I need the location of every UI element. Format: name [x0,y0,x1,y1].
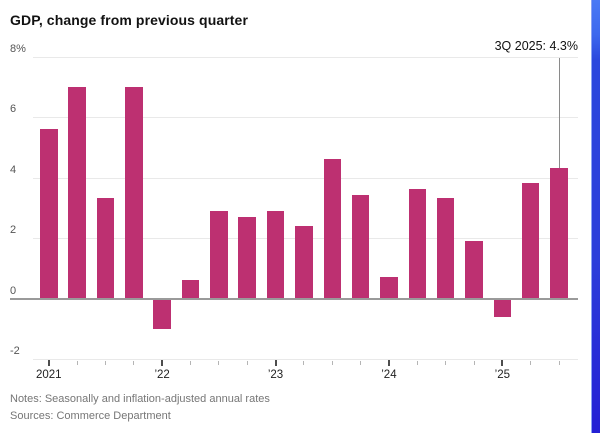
quarter-tick [445,360,447,365]
quarter-tick [190,360,191,365]
quarter-tick [303,360,305,365]
gridline [33,177,578,179]
y-tick-label: -2 [10,345,20,357]
year-label: ’23 [267,369,284,381]
bar-3q-2022 [210,210,228,299]
bar-1q-2024 [380,276,398,299]
bar-4q-2023 [351,195,370,299]
annotation-label: 3Q 2025: 4.3% [494,39,578,53]
gridline [33,359,578,360]
quarter-tick [558,360,560,365]
y-tick-label: 8% [10,43,26,55]
bar-2q-2025 [521,183,540,299]
y-tick-label: 6 [10,103,17,116]
year-tick [274,360,277,366]
year-tick [387,360,390,366]
quarter-tick [360,360,362,365]
quarter-tick [76,360,78,365]
quarter-tick [246,360,248,365]
bar-4q-2024 [465,240,483,299]
bar-1q-2022 [153,299,171,329]
y-tick-label: 0 [10,284,17,297]
bar-1q-2025 [493,299,512,317]
year-label: ’25 [494,369,511,381]
zero-baseline [10,297,578,300]
bar-2q-2023 [295,225,313,299]
gridline [33,117,578,119]
quarter-tick [331,360,333,365]
quarter-tick [133,360,135,365]
annotation-line [558,58,560,169]
year-label: ’24 [381,369,397,381]
bar-3q-2023 [323,159,341,299]
bar-3q-2025 [550,168,568,299]
gridline [33,57,578,58]
bar-1q-2021 [40,128,58,299]
quarter-tick [218,360,220,365]
sources-line: Sources: Commerce Department [10,410,171,422]
bar-3q-2021 [96,198,115,299]
chart-title: GDP, change from previous quarter [10,12,248,28]
quarter-tick [104,360,106,365]
year-label: ’22 [154,369,170,381]
bar-2q-2022 [181,279,200,299]
bar-3q-2024 [436,198,455,299]
bar-2q-2021 [68,86,86,299]
year-tick [47,360,50,366]
bar-1q-2023 [266,210,285,299]
y-tick-label: 2 [10,224,17,237]
year-tick [161,360,164,366]
right-edge-blue-strip [591,0,600,433]
notes-line: Notes: Seasonally and inflation-adjusted… [10,393,270,405]
bar-2q-2024 [408,189,427,299]
quarter-tick [473,360,475,365]
quarter-tick [530,360,532,365]
year-tick [501,360,504,366]
y-tick-label: 4 [10,163,17,176]
year-label: 2021 [35,369,62,381]
bar-4q-2022 [238,216,256,299]
bar-4q-2021 [125,86,143,299]
quarter-tick [416,360,418,365]
